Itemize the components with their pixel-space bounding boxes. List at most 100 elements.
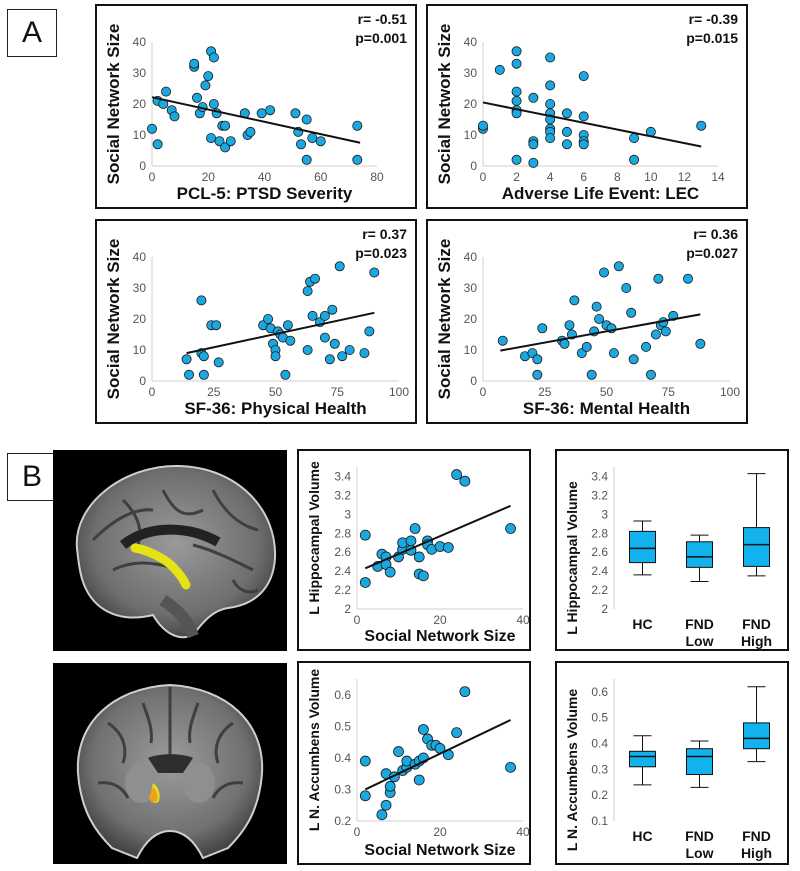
box-group — [743, 686, 770, 763]
data-point — [569, 295, 580, 306]
data-point — [650, 329, 661, 340]
data-point — [413, 551, 425, 563]
category-label: High — [741, 845, 772, 861]
data-point — [211, 320, 222, 331]
y-tick-label: 0.5 — [591, 711, 608, 725]
x-tick-label: 0 — [480, 385, 487, 399]
trend-line — [364, 719, 511, 791]
data-point — [189, 58, 200, 69]
y-tick-label: 0.4 — [591, 737, 608, 751]
y-axis-label: L N. Accumbens Volume — [306, 669, 322, 832]
y-tick-label: 30 — [464, 281, 478, 295]
data-point — [459, 475, 471, 487]
data-point — [364, 326, 375, 337]
y-tick-label: 10 — [464, 343, 478, 357]
stat-r-value: r= -0.51 — [358, 11, 408, 27]
data-point — [511, 95, 522, 106]
x-tick-label: 100 — [389, 385, 409, 399]
category-label: Low — [686, 845, 714, 861]
data-point — [683, 273, 694, 284]
y-tick-label: 0.6 — [334, 688, 351, 702]
category-label: HC — [632, 616, 652, 632]
category-label: FND — [742, 828, 771, 844]
data-point — [310, 273, 321, 284]
data-point — [327, 304, 338, 315]
data-point — [413, 774, 425, 786]
data-point — [376, 809, 388, 821]
y-tick-label: 0 — [470, 374, 477, 388]
data-point — [459, 686, 471, 698]
sf36ment-svg: 0 10 20 30 40 Social Network Size 0 25 50 75 100 SF… — [435, 226, 740, 418]
data-point — [586, 369, 597, 380]
box-group — [743, 473, 770, 577]
x-tick-label: 40 — [516, 825, 529, 839]
y-tick-label: 0.6 — [591, 685, 608, 699]
data-point — [497, 335, 508, 346]
data-point — [359, 529, 371, 541]
data-point — [359, 577, 371, 588]
hip_scatter-svg: 2 2.2 2.4 2.6 2.8 3 3.2 3.4 L Hippocampal Volume… — [306, 461, 529, 645]
y-tick-label: 2.2 — [334, 583, 351, 597]
data-point — [319, 310, 330, 321]
data-point — [181, 354, 192, 365]
data-point — [511, 86, 522, 97]
y-axis-label: L N. Accumbens Volume — [564, 689, 580, 852]
nacc_box-svg: 0.1 0.2 0.3 0.4 0.5 0.6 L N. Accumbens Volume H… — [564, 679, 772, 863]
box-iqr — [743, 527, 770, 567]
y-tick-label: 3 — [601, 507, 608, 521]
stat-p-value: p=0.027 — [686, 245, 738, 261]
chart-adverse-life-event: 0 10 20 30 40 Social Network Size 0 2 4 6 8 10 12 14 A… — [426, 4, 748, 209]
category-label: SNS — [742, 862, 771, 863]
y-tick-label: 30 — [464, 66, 478, 80]
chart-sf36-mental-health: 0 10 20 30 40 Social Network Size 0 25 50 75 100 SF… — [426, 219, 748, 424]
data-point — [301, 154, 312, 165]
data-point — [528, 139, 539, 150]
chart-pcl5-ptsd-severity: 0 10 20 30 40 Social Network Size 0 20 40 60 80 PCL… — [95, 4, 417, 209]
data-point — [641, 341, 652, 352]
x-tick-label: 40 — [516, 613, 529, 627]
y-axis-label: Social Network Size — [435, 239, 454, 400]
data-point — [384, 780, 396, 792]
roi-accumbens-orange — [149, 787, 158, 803]
data-point — [594, 314, 605, 325]
stat-r-value: r= 0.36 — [693, 226, 738, 242]
data-point — [532, 369, 543, 380]
category-label: HC — [632, 828, 652, 844]
box-group — [629, 735, 656, 786]
y-tick-label: 3.4 — [334, 469, 351, 483]
y-tick-label: 10 — [133, 343, 147, 357]
box-iqr — [629, 750, 656, 768]
data-point — [334, 261, 345, 272]
x-axis-label: PCL-5: PTSD Severity — [177, 184, 353, 203]
x-tick-label: 14 — [711, 170, 725, 184]
panel-label-b: B — [7, 453, 57, 501]
stat-p-value: p=0.001 — [355, 30, 407, 46]
x-tick-label: 0 — [480, 170, 487, 184]
data-point — [418, 570, 429, 582]
y-tick-label: 2 — [344, 602, 351, 616]
data-point — [290, 108, 301, 119]
y-tick-label: 3.4 — [591, 469, 608, 483]
x-tick-label: 100 — [720, 385, 740, 399]
trend-line — [364, 504, 511, 570]
x-tick-label: 20 — [433, 613, 447, 627]
data-point — [561, 126, 572, 137]
data-point — [564, 320, 575, 331]
sf36phys-svg: 0 10 20 30 40 Social Network Size 0 25 50 75 100 SF… — [104, 226, 409, 418]
data-point — [478, 120, 489, 131]
data-point — [359, 790, 371, 802]
x-tick-label: 25 — [538, 385, 552, 399]
y-tick-label: 40 — [464, 250, 478, 264]
chart-sf36-physical-health: 0 10 20 30 40 Social Network Size 0 25 50 75 100 SF… — [95, 219, 417, 424]
category-label: SNS — [685, 862, 714, 863]
data-point — [196, 295, 207, 306]
data-point — [511, 58, 522, 69]
brain-sagittal-svg — [75, 464, 277, 639]
data-point — [696, 120, 707, 131]
x-tick-label: 0 — [354, 613, 361, 627]
data-point — [220, 142, 231, 153]
data-point — [280, 369, 291, 380]
y-tick-label: 3.2 — [334, 488, 351, 502]
trend-line — [500, 313, 701, 352]
hip_box-svg: 2 2.2 2.4 2.6 2.8 3 3.2 3.4 L Hippocampal Volume… — [564, 467, 772, 649]
